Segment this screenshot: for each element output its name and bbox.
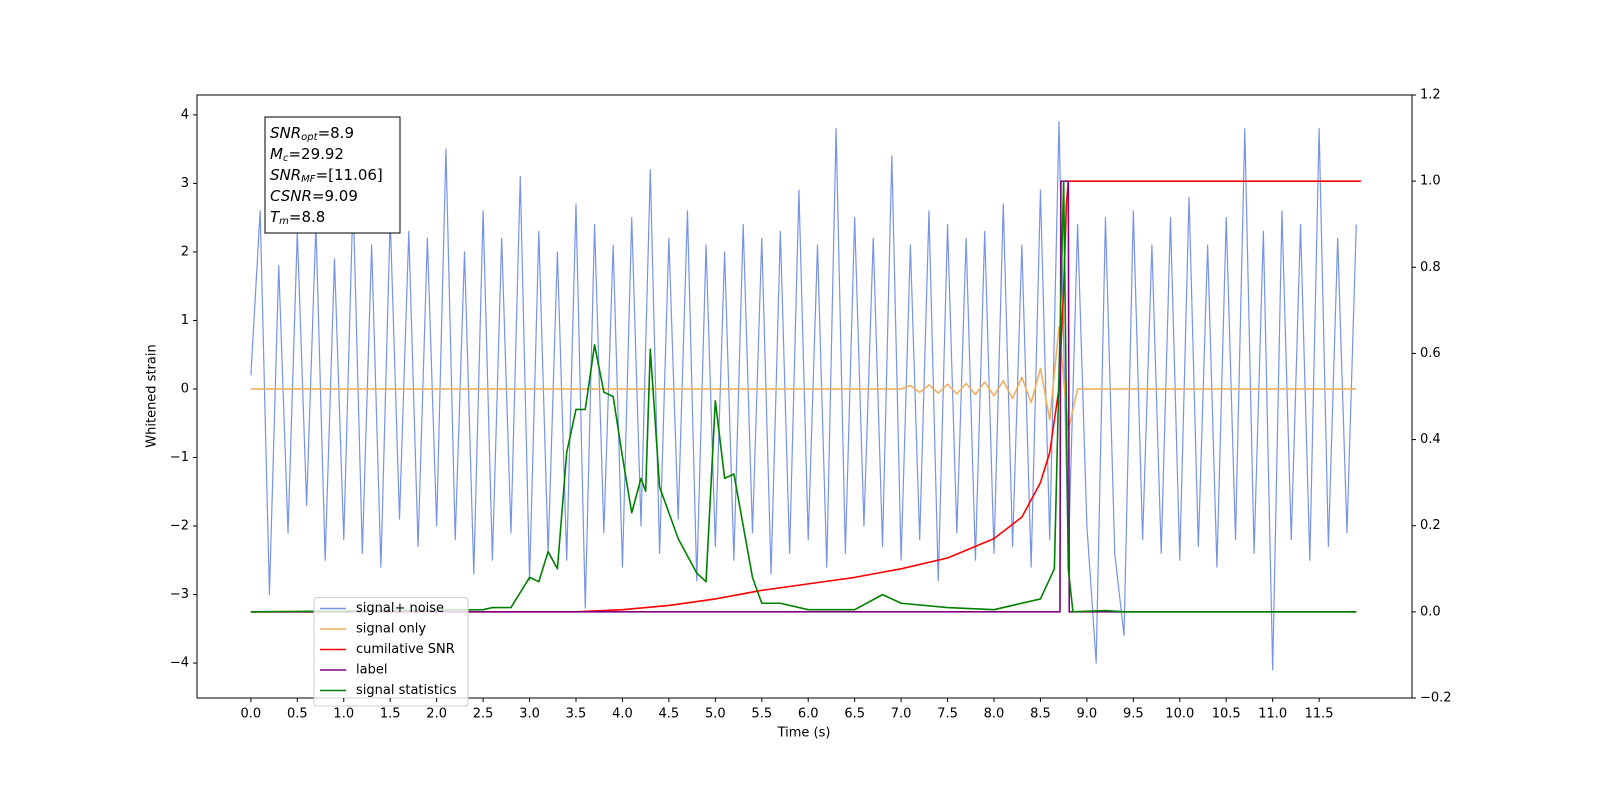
axes-frame	[196, 94, 1413, 699]
x-tick-label: 0.5	[287, 707, 308, 722]
legend-label: signal only	[356, 622, 426, 637]
series-line	[250, 121, 1357, 671]
legend-label: label	[356, 663, 387, 678]
y2-tick-label: −0.2	[1420, 691, 1452, 706]
x-tick-label: 10.0	[1165, 707, 1194, 722]
annotation-base: M	[270, 145, 283, 163]
x-tick-label: 4.0	[612, 707, 633, 722]
x-tick-label: 11.0	[1258, 707, 1287, 722]
y-tick-label: 4	[181, 107, 189, 122]
annotation-text: =29.92	[288, 145, 344, 163]
y-axis-label: Whitened strain	[145, 344, 160, 447]
annotation-line: Tm=8.8	[270, 208, 325, 228]
x-tick-label: 8.0	[984, 707, 1005, 722]
legend-frame	[313, 597, 469, 707]
y2-tick-label: 0.2	[1420, 518, 1441, 533]
y-tick-label: 1	[181, 313, 189, 328]
x-tick-label: 5.0	[705, 707, 726, 722]
x-tick-label: 8.5	[1030, 707, 1051, 722]
annotation-text: =[11.06]	[316, 166, 383, 184]
y2-tick-label: 0.6	[1420, 346, 1441, 361]
y-tick-label: −2	[170, 519, 189, 534]
x-tick-label: 9.5	[1123, 707, 1144, 722]
annotation-text: =8.8	[289, 208, 325, 226]
legend-label: cumilative SNR	[356, 642, 455, 657]
annotation-line: CSNR=9.09	[270, 187, 358, 205]
annotation-sub: m	[279, 216, 289, 227]
x-tick-label: 9.0	[1077, 707, 1098, 722]
annotation-sub: c	[283, 153, 289, 164]
x-tick-label: 5.5	[751, 707, 772, 722]
legend: signal+ noise signal only cumilative SNR la…	[313, 597, 469, 707]
y-tick-label: −3	[170, 587, 189, 602]
legend-label: signal+ noise	[356, 601, 444, 616]
x-axis-label: Time (s)	[777, 726, 831, 741]
y2-tick-label: 0.8	[1420, 260, 1441, 275]
y2-tick-label: 1.0	[1420, 174, 1441, 189]
annotation-sub: MF	[301, 174, 316, 185]
x-tick-label: 1.5	[380, 707, 401, 722]
y-tick-label: −4	[170, 656, 189, 671]
annotation-line: SNRopt=8.9	[270, 124, 354, 144]
annotation-line: Mc=29.92	[270, 145, 344, 165]
y-tick-label: −1	[170, 450, 189, 465]
x-tick-label: 0.0	[241, 707, 262, 722]
x-tick-label: 7.0	[891, 707, 912, 722]
y2-tick-label: 0.4	[1420, 432, 1441, 447]
plot-area	[250, 121, 1361, 671]
annotation-base: SNR	[270, 124, 301, 142]
annotation-frame	[264, 116, 401, 234]
y2-tick-label: 0.0	[1420, 604, 1441, 619]
y2-tick-label: 1.2	[1420, 88, 1441, 103]
annotation-text: =9.09	[312, 187, 358, 205]
y-tick-label: 3	[181, 176, 189, 191]
y-tick-label: 2	[181, 244, 189, 259]
x-tick-label: 10.5	[1212, 707, 1241, 722]
x-tick-label: 3.0	[519, 707, 540, 722]
x-tick-label: 3.5	[566, 707, 587, 722]
annotation-base: T	[270, 208, 281, 226]
series-line	[250, 180, 1361, 613]
annotation-text: =8.9	[318, 124, 354, 142]
x-tick-label: 2.5	[473, 707, 494, 722]
x-tick-label: 1.0	[333, 707, 354, 722]
series-line	[250, 180, 1357, 613]
x-tick-label: 6.5	[844, 707, 865, 722]
annotation-base: CSNR	[270, 187, 312, 205]
annotation-base: SNR	[270, 166, 301, 184]
series-line	[250, 326, 1357, 431]
x-tick-label: 2.0	[426, 707, 447, 722]
x-tick-label: 6.0	[798, 707, 819, 722]
annotation-sub: opt	[301, 132, 318, 143]
annotation-line: SNRMF=[11.06]	[270, 166, 383, 186]
x-tick-label: 4.5	[659, 707, 680, 722]
annotation-box: SNRopt=8.9Mc=29.92SNRMF=[11.06]CSNR=9.09…	[264, 116, 401, 234]
x-tick-label: 7.5	[937, 707, 958, 722]
x-tick-label: 11.5	[1305, 707, 1334, 722]
y-tick-label: 0	[181, 381, 189, 396]
legend-label: signal statistics	[356, 683, 457, 698]
